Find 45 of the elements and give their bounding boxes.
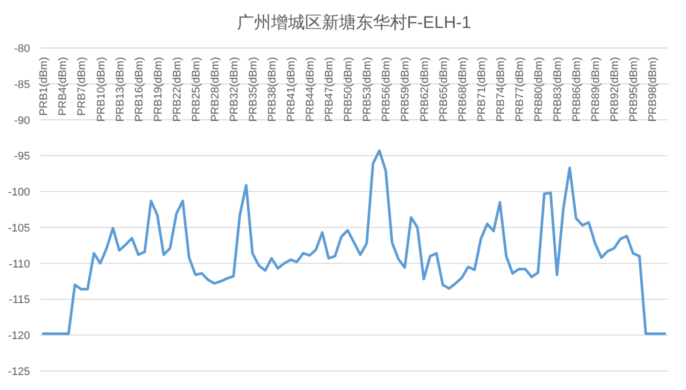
y-tick-label: -125 [8,366,30,378]
x-tick-label: PRB1(dBm) [38,57,50,116]
x-tick-label: PRB98(dBm) [647,57,660,122]
x-tick-label: PRB28(dBm) [209,57,222,122]
x-tick-label: PRB80(dBm) [532,57,545,122]
x-tick-label: PRB92(dBm) [609,57,622,122]
x-tick-label: PRB22(dBm) [171,57,184,122]
x-tick-label: PRB10(dBm) [95,57,108,122]
x-tick-label: PRB35(dBm) [248,57,260,122]
x-tick-label: PRB4(dBm) [57,57,70,116]
x-tick-label: PRB44(dBm) [304,57,317,122]
y-tick-label: -105 [8,222,30,234]
x-tick-label: PRB41(dBm) [286,57,298,122]
x-tick-label: PRB95(dBm) [628,57,640,122]
x-tick-label: PRB13(dBm) [114,57,126,122]
x-tick-label: PRB77(dBm) [514,57,526,122]
y-tick-label: -80 [14,43,30,55]
x-tick-label: PRB59(dBm) [400,57,412,122]
x-tick-label: PRB32(dBm) [228,57,240,122]
x-tick-label: PRB47(dBm) [324,57,336,122]
x-tick-label: PRB38(dBm) [266,57,279,122]
x-tick-label: PRB62(dBm) [418,57,431,122]
x-tick-label: PRB86(dBm) [571,57,584,122]
y-tick-label: -85 [14,78,30,91]
x-tick-label: PRB83(dBm) [552,57,564,122]
x-tick-label: PRB89(dBm) [590,57,602,122]
x-tick-label: PRB53(dBm) [362,57,374,122]
x-tick-label: PRB71(dBm) [476,57,488,122]
y-tick-label: -100 [8,186,30,199]
x-tick-label: PRB16(dBm) [133,57,146,122]
x-tick-label: PRB56(dBm) [380,57,393,122]
x-tick-label: PRB50(dBm) [342,57,355,122]
y-tick-label: -120 [8,330,30,342]
x-tick-label: PRB25(dBm) [190,57,202,122]
x-tick-label: PRB68(dBm) [456,57,469,122]
x-tick-label: PRB7(dBm) [76,57,88,116]
x-tick-label: PRB19(dBm) [152,57,164,122]
line-series [42,149,666,335]
y-tick-label: -110 [8,258,30,270]
chart-title: 广州增城区新塘东华村F-ELH-1 [236,13,472,32]
y-tick-label: -95 [14,150,30,163]
y-tick-label: -115 [8,294,30,306]
y-tick-label: -90 [14,114,30,127]
x-tick-label: PRB65(dBm) [438,57,450,122]
x-tick-label: PRB74(dBm) [494,57,507,122]
